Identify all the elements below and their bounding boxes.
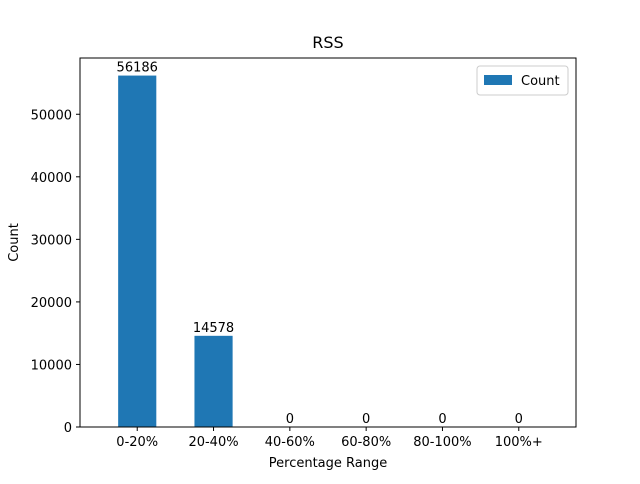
- x-tick-label-0: 0-20%: [116, 435, 158, 450]
- data-label-4: 0: [438, 412, 446, 427]
- y-tick-label-2: 20000: [31, 296, 72, 311]
- bar-1: [194, 335, 233, 427]
- legend-swatch: [484, 75, 512, 85]
- y-axis-label: Count: [7, 223, 22, 262]
- x-tick-label-4: 80-100%: [413, 435, 471, 450]
- plot-area-frame: [79, 57, 577, 428]
- data-label-5: 0: [515, 412, 523, 427]
- y-tick-label-3: 30000: [31, 233, 72, 248]
- legend-label: Count: [521, 74, 560, 89]
- data-label-2: 0: [286, 412, 294, 427]
- x-tick-label-3: 60-80%: [341, 435, 391, 450]
- x-axis-label: Percentage Range: [269, 456, 387, 471]
- y-tick-label-1: 10000: [31, 358, 72, 373]
- legend-box: [476, 65, 569, 96]
- data-label-1: 14578: [193, 321, 234, 336]
- y-tick-label-0: 0: [64, 421, 72, 436]
- x-tick-label-2: 40-60%: [265, 435, 315, 450]
- x-tick-label-1: 20-40%: [188, 435, 238, 450]
- y-tick-label-4: 40000: [31, 171, 72, 186]
- data-label-3: 0: [362, 412, 370, 427]
- data-label-0: 56186: [117, 61, 158, 76]
- legend: Count: [476, 65, 569, 96]
- x-tick-label-5: 100%+: [495, 435, 543, 450]
- chart-title: RSS: [312, 33, 343, 52]
- y-tick-label-5: 50000: [31, 108, 72, 123]
- bar-0: [118, 75, 157, 427]
